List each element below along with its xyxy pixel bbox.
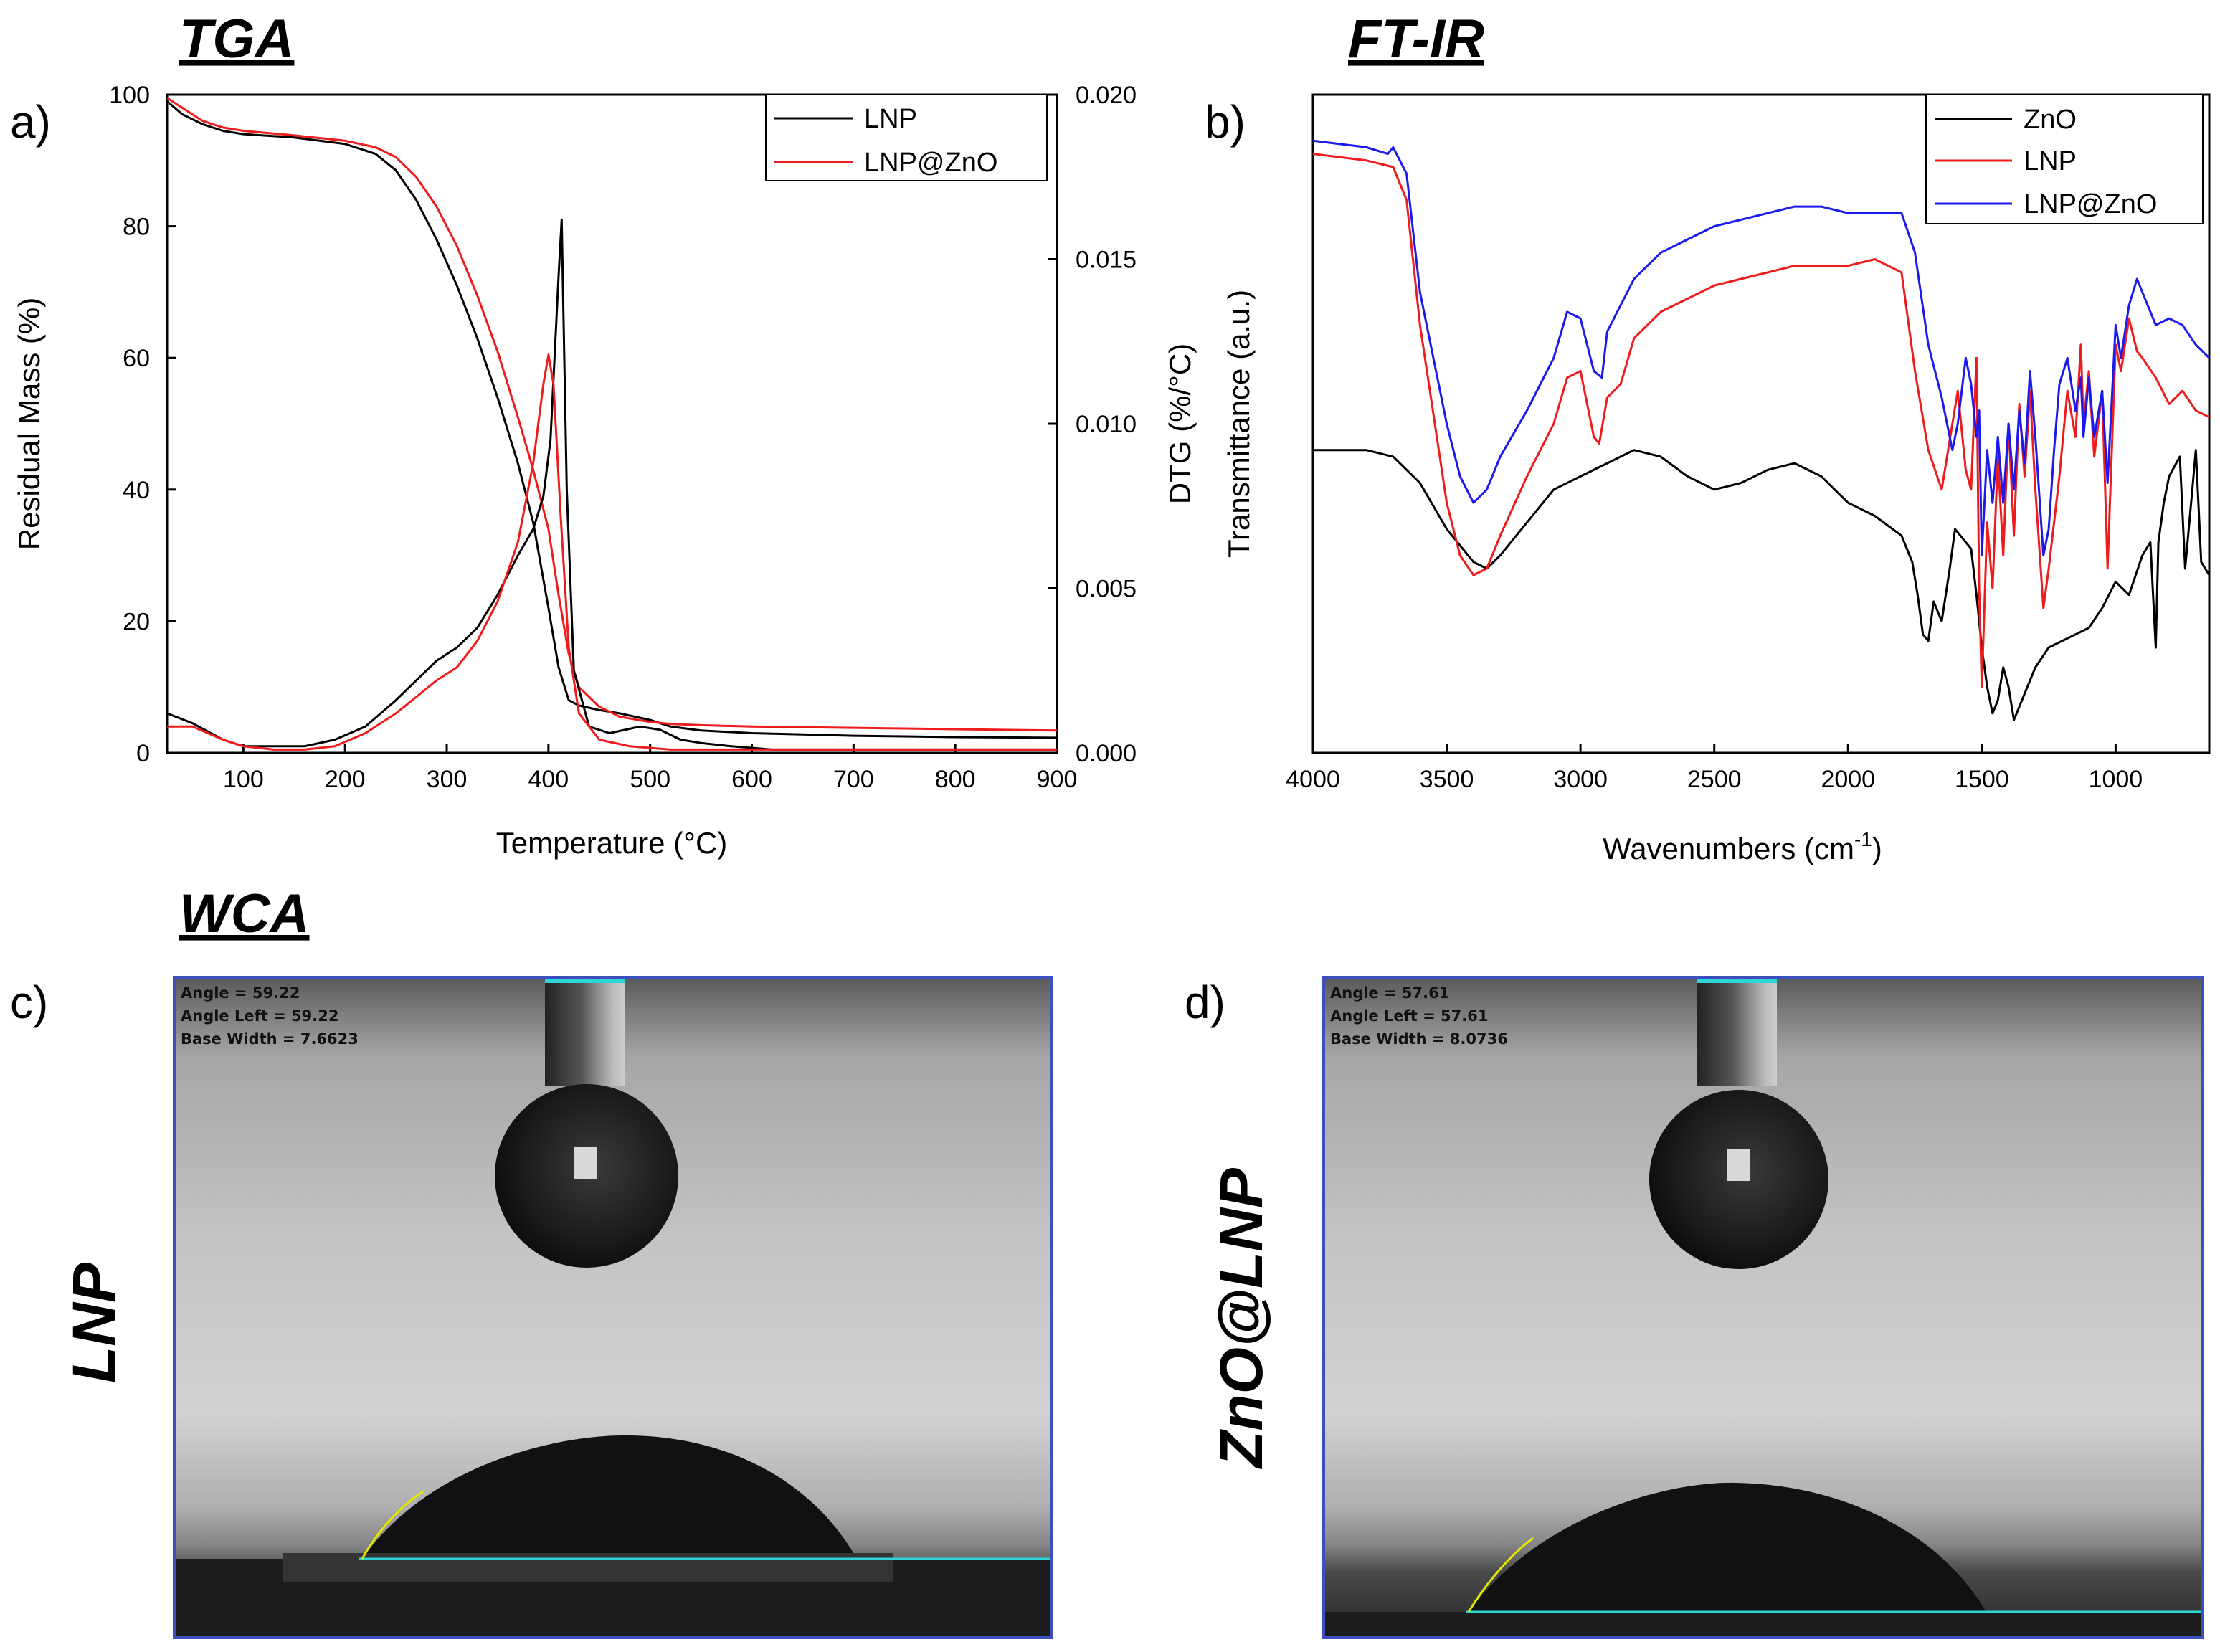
ftir-x-tick-label: 3500 — [1420, 766, 1474, 793]
tga-y-tick-label: 60 — [123, 345, 150, 372]
tga-x-tick-label: 100 — [223, 766, 264, 793]
tga-y2-axis-label: DTG (%/°C) — [1163, 343, 1197, 504]
wca-panel-lnp: c) LNP Angle = 59.22 Angle Left = 59.22 … — [10, 976, 1053, 1639]
tga-x-tick-label: 400 — [528, 766, 569, 793]
tga-x-tick-label: 600 — [731, 766, 772, 793]
ftir-y-axis-label: Transmittance (a.u.) — [1222, 290, 1256, 558]
readout-angle-left-zno-lnp: Angle Left = 57.61 — [1330, 1007, 1488, 1025]
tga-series-lnp-zno — [167, 97, 1057, 732]
substrate-zno-lnp — [1325, 1612, 2201, 1636]
tga-x-tick-label: 900 — [1037, 766, 1078, 793]
tga-legend-label-lnp: LNP — [864, 104, 917, 134]
needle-lnp — [545, 979, 625, 1086]
ftir-x-label-main: Wavenumbers (cm — [1603, 832, 1854, 865]
tga-series-lnp-zno-dtg — [167, 353, 1057, 751]
ftir-series-zno — [1313, 449, 2209, 721]
tga-legend-box — [765, 94, 1048, 181]
ftir-series-lnp-zno — [1313, 139, 2209, 557]
sessile-drop-zno-lnp — [1469, 1482, 1986, 1612]
tga-axis-ticks: 100 200 300 400 500 600 700 800 900 0 20 40 60 80 100 0… — [109, 82, 1137, 793]
tga-x-tick-label: 200 — [325, 766, 366, 793]
tga-series-group — [167, 97, 1057, 751]
tga-x-tick-label: 800 — [935, 766, 976, 793]
tga-y2-tick-label: 0.005 — [1076, 576, 1137, 603]
ftir-x-tick-label: 2000 — [1821, 766, 1875, 793]
sessile-drop-lnp — [362, 1435, 857, 1559]
tga-title: TGA — [179, 9, 294, 70]
tga-y2-tick-label: 0.020 — [1076, 82, 1137, 109]
tga-series-lnp — [167, 100, 1057, 739]
ftir-series-lnp — [1313, 153, 2209, 688]
ftir-legend-label-lnp: LNP — [2024, 146, 2077, 176]
tga-x-axis-label: Temperature (°C) — [496, 826, 728, 860]
ftir-legend: ZnO LNP LNP@ZnO — [1925, 94, 2204, 224]
readout-base-width-lnp: Base Width = 7.6623 — [181, 1030, 359, 1048]
needle-marker-zno-lnp — [1697, 979, 1777, 983]
ftir-x-tick-label: 2500 — [1687, 766, 1742, 793]
tga-legend: LNP LNP@ZnO — [765, 94, 1048, 181]
tga-x-tick-label: 700 — [833, 766, 874, 793]
angle-fit-zno-lnp — [1467, 1537, 1534, 1613]
wca-title: WCA — [179, 883, 310, 944]
tga-y-tick-label: 40 — [123, 477, 150, 504]
panel-label-a: a) — [10, 96, 51, 148]
tga-chart: a) 100 200 300 400 500 600 700 800 9000204060801… — [10, 82, 1197, 860]
tga-y-axis-label: Residual Mass (%) — [12, 298, 46, 550]
tga-series-lnp-dtg — [167, 218, 1057, 751]
panel-label-b: b) — [1205, 96, 1246, 148]
ftir-series-group — [1313, 139, 2209, 721]
sample-label-zno-lnp: ZnO@LNP — [1208, 1167, 1275, 1469]
readout-angle-left-lnp: Angle Left = 59.22 — [181, 1007, 338, 1025]
ftir-axis-ticks: 4000 3500 3000 2500 2000 1500 1000 — [1286, 744, 2143, 793]
ftir-x-label-sup: -1 — [1854, 828, 1872, 850]
tga-y-tick-label: 100 — [109, 82, 150, 109]
tga-y-tick-label: 0 — [136, 740, 150, 767]
ftir-x-tick-label: 1000 — [2089, 766, 2143, 793]
tga-y2-tick-label: 0.000 — [1076, 740, 1137, 767]
needle-marker-lnp — [545, 979, 625, 983]
tga-x-tick-label: 500 — [630, 766, 670, 793]
ftir-chart: b) 4000 3500 3000 2500 2000 1500 1000 Wavenumb… — [1205, 93, 2211, 865]
tga-y2-tick-label: 0.010 — [1076, 411, 1137, 438]
tga-y2-tick-label: 0.015 — [1076, 247, 1137, 274]
tga-y-tick-label: 80 — [123, 214, 150, 241]
ftir-legend-label-zno: ZnO — [2024, 105, 2077, 135]
ftir-legend-box — [1925, 94, 2204, 224]
needle-zno-lnp — [1697, 979, 1777, 1086]
drop-highlight-lnp — [574, 1147, 597, 1179]
ftir-x-tick-label: 3000 — [1553, 766, 1608, 793]
panel-label-d: d) — [1185, 977, 1225, 1028]
readout-angle-zno-lnp: Angle = 57.61 — [1330, 984, 1449, 1002]
wca-panel-zno-lnp: d) ZnO@LNP Angle = 57.61 Angle Left = 57… — [1185, 976, 2204, 1639]
panel-label-c: c) — [10, 977, 48, 1028]
tga-y-tick-label: 20 — [123, 608, 150, 635]
tga-x-tick-label: 300 — [427, 766, 468, 793]
ftir-x-label-end: ) — [1872, 832, 1882, 865]
readout-angle-lnp: Angle = 59.22 — [181, 984, 300, 1002]
ftir-legend-label-lnp-zno: LNP@ZnO — [2024, 189, 2157, 219]
ftir-plot-frame — [1311, 93, 2211, 754]
tga-legend-label-lnp-zno: LNP@ZnO — [864, 148, 997, 178]
ftir-x-tick-label: 4000 — [1286, 766, 1340, 793]
ftir-x-tick-label: 1500 — [1955, 766, 2009, 793]
substrate-edge-lnp — [283, 1553, 893, 1582]
angle-fit-lnp — [361, 1490, 424, 1560]
sample-label-lnp: LNP — [60, 1262, 128, 1383]
tga-plot-frame — [166, 93, 1058, 754]
drop-highlight-zno-lnp — [1727, 1149, 1750, 1181]
readout-base-width-zno-lnp: Base Width = 8.0736 — [1330, 1030, 1508, 1048]
ftir-title: FT-IR — [1348, 9, 1484, 70]
ftir-x-axis-label: Wavenumbers (cm-1) — [1603, 828, 1882, 865]
